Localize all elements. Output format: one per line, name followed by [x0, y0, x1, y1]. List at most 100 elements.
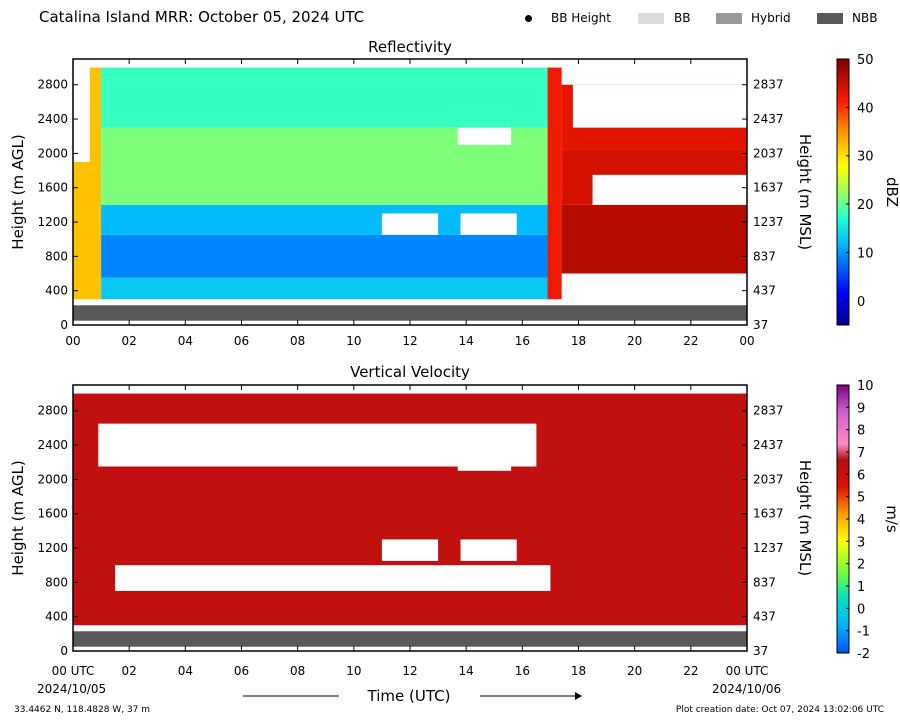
colorbar-tick-label: 10	[857, 379, 874, 394]
legend-label-hybrid: Hybrid	[751, 11, 791, 25]
colorbar-tick-label: 8	[857, 424, 865, 439]
page-title: Catalina Island MRR: October 05, 2024 UT…	[39, 8, 365, 26]
x-tick-label: 22	[683, 664, 698, 678]
panel-title: Reflectivity	[368, 38, 452, 56]
y-tick-label: 2800	[37, 78, 68, 92]
y-axis-label: Height (m AGL)	[9, 460, 27, 575]
x-tick-label: 22	[683, 334, 698, 348]
x-tick-label: 02	[122, 334, 137, 348]
panel-title: Vertical Velocity	[350, 363, 470, 381]
legend-label-bb-height: BB Height	[551, 11, 611, 25]
y-tick-label: 2400	[37, 438, 68, 452]
data-region	[101, 234, 551, 278]
x-tick-label: 16	[515, 664, 530, 678]
y-tick-label: 400	[45, 610, 68, 624]
time-axis-arrows	[243, 692, 582, 700]
x-tick-label: 20	[627, 334, 642, 348]
y-tick-label: 1200	[37, 215, 68, 229]
x-tick-label: 18	[571, 664, 586, 678]
plot-creation-date: Plot creation date: Oct 07, 2024 13:02:0…	[675, 705, 884, 715]
data-region	[561, 204, 747, 274]
colorbar-tick-label: 4	[857, 513, 865, 528]
x-tick-label: 04	[178, 334, 193, 348]
y-right-tick-label: 837	[753, 249, 776, 263]
y-right-tick-label: 2437	[753, 112, 784, 126]
x-tick-label: 08	[290, 664, 305, 678]
no-data-gap	[457, 127, 512, 145]
no-data-gap	[98, 423, 537, 467]
colorbar-tick-label: 10	[857, 246, 874, 261]
colorbar-tick-label: 40	[857, 101, 874, 116]
y-tick-label: 2800	[37, 404, 68, 418]
y-tick-label: 1600	[37, 181, 68, 195]
colorbar-label: dBZ	[883, 177, 900, 207]
x-tick-label: 16	[515, 334, 530, 348]
y-right-tick-label: 1637	[753, 507, 784, 521]
no-data-gap	[572, 84, 747, 128]
x-tick-label: 14	[459, 664, 474, 678]
y-right-tick-label: 37	[753, 318, 768, 332]
x-tick-label: 18	[571, 334, 586, 348]
y-right-tick-label: 837	[753, 575, 776, 589]
y-axis-label: Height (m AGL)	[9, 134, 27, 249]
colorbar-tick-label: 3	[857, 535, 865, 550]
x-tick-label: 10	[346, 334, 361, 348]
no-data-gap	[115, 565, 551, 591]
y-right-tick-label: 2837	[753, 78, 784, 92]
y-tick-label: 1200	[37, 541, 68, 555]
colorbar-tick-label: -2	[857, 647, 870, 662]
x-tick-label: 06	[234, 664, 249, 678]
no-data-gap	[592, 174, 747, 205]
x-tick-label: 00	[739, 334, 754, 348]
colorbar-label: m/s	[883, 505, 900, 533]
y-right-tick-label: 2037	[753, 472, 784, 486]
colorbar-tick-label: 1	[857, 580, 865, 595]
x-tick-label: 08	[290, 334, 305, 348]
y-tick-label: 800	[45, 575, 68, 589]
colorbar-tick-label: 50	[857, 53, 874, 68]
no-data-gap	[381, 539, 439, 561]
data-region	[547, 67, 562, 300]
legend-label-bb: BB	[674, 11, 691, 25]
x-tick-label: 00	[65, 334, 80, 348]
no-data-gap	[381, 213, 439, 235]
station-coordinates: 33.4462 N, 118.4828 W, 37 m	[14, 705, 151, 715]
hybrid-legend-swatch	[716, 13, 742, 24]
nbb-band	[73, 305, 747, 321]
y-right-tick-label: 437	[753, 284, 776, 298]
colorbar	[836, 58, 850, 326]
x-tick-label: 02	[122, 664, 137, 678]
y-tick-label: 400	[45, 284, 68, 298]
y-right-tick-label: 2837	[753, 404, 784, 418]
x-tick-label: 14	[459, 334, 474, 348]
bb-height-legend-marker	[525, 15, 532, 22]
y-tick-label: 2400	[37, 112, 68, 126]
no-data-gap	[460, 539, 517, 561]
y-right-tick-label: 2037	[753, 146, 784, 160]
x-tick-label: 04	[178, 664, 193, 678]
y-right-tick-label: 1237	[753, 541, 784, 555]
no-data-gap	[460, 213, 517, 235]
end-date-label: 2024/10/06	[712, 682, 782, 696]
x-tick-label: 06	[234, 334, 249, 348]
nbb-band	[73, 631, 747, 647]
legend-label-nbb: NBB	[852, 11, 878, 25]
y-tick-label: 800	[45, 249, 68, 263]
y-tick-label: 2000	[37, 472, 68, 486]
y-axis-right-label: Height (m MSL)	[796, 460, 814, 576]
colorbar-tick-label: 0	[857, 295, 865, 310]
y-right-tick-label: 37	[753, 644, 768, 658]
no-data-gap	[73, 67, 90, 162]
bb-legend-swatch	[638, 13, 664, 24]
y-right-tick-label: 1637	[753, 181, 784, 195]
y-right-tick-label: 437	[753, 610, 776, 624]
colorbar-tick-label: -1	[857, 625, 870, 640]
x-tick-label: 12	[402, 664, 417, 678]
y-right-tick-label: 2437	[753, 438, 784, 452]
no-data-gap	[564, 277, 747, 300]
x-tick-label: 20	[627, 664, 642, 678]
colorbar-tick-label: 9	[857, 401, 865, 416]
